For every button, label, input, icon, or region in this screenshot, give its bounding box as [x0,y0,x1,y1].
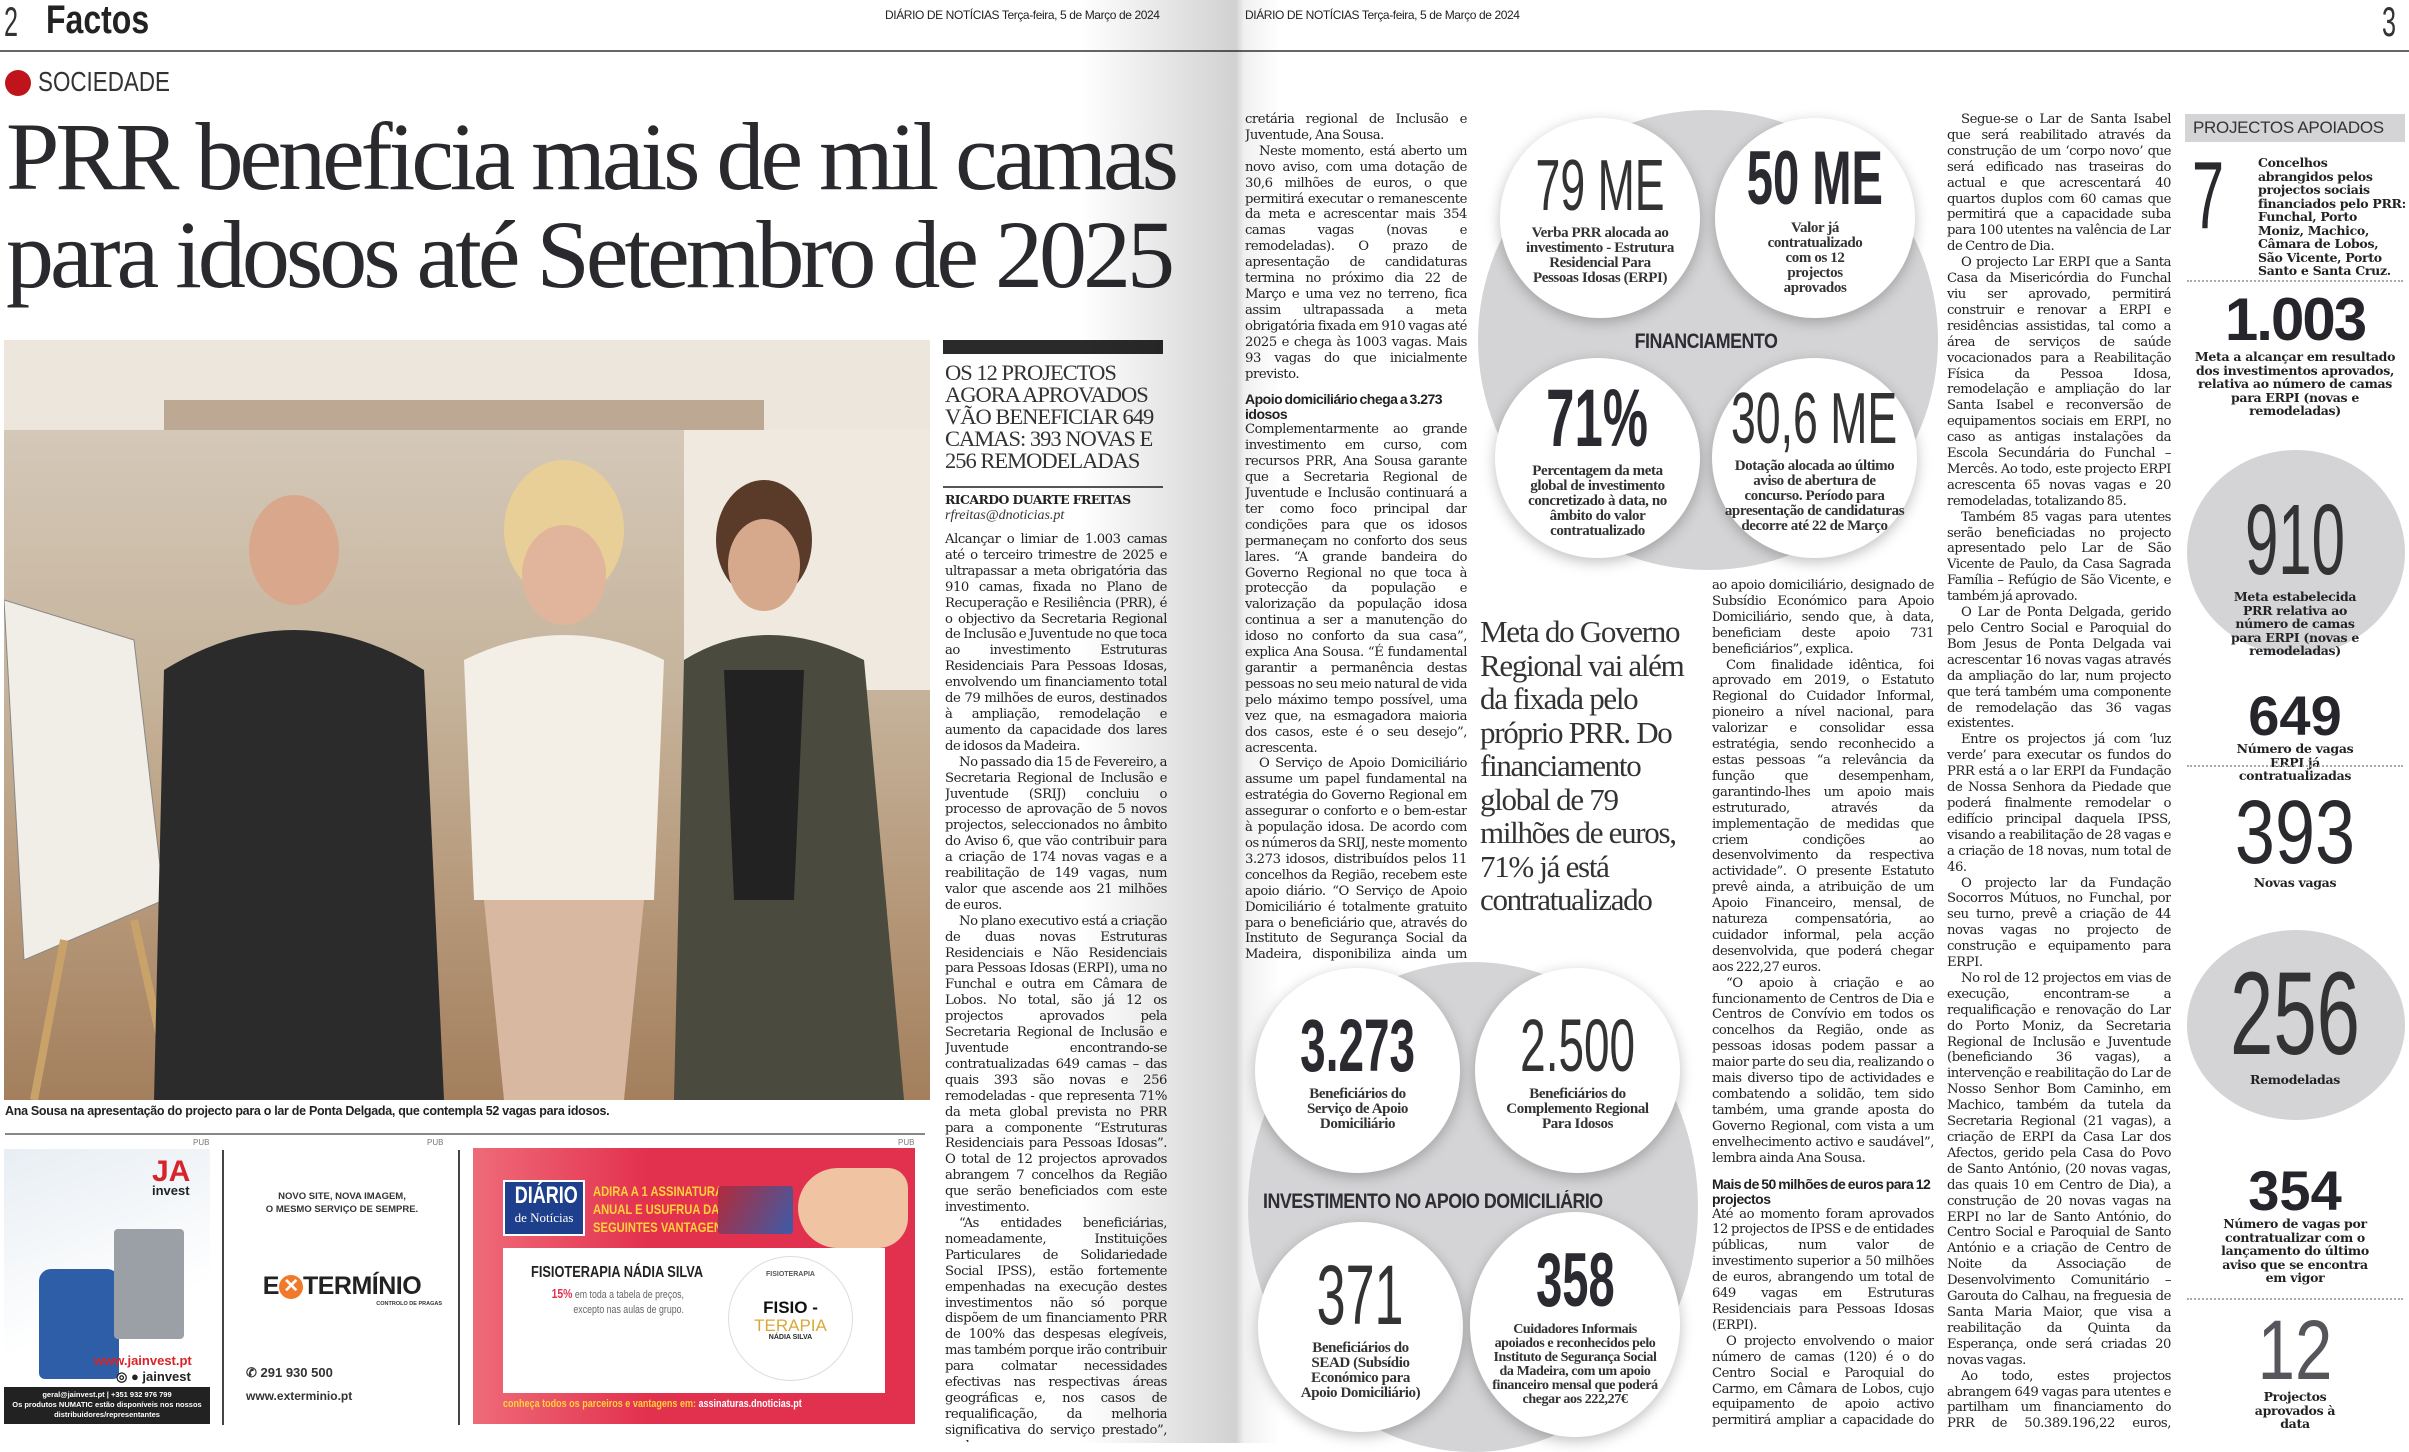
article-column-1: Alcançar o limiar de 1.003 camas até o t… [945,532,1167,1442]
subheadline: OS 12 PROJECTOS AGORA APROVADOS VÃO BENE… [945,360,1154,473]
photo-illustration [4,340,930,1100]
subscriber-card-image [718,1186,793,1234]
stat-30-6me: 30,6 ME Dotação alocada ao último aviso … [1712,358,1917,558]
rubric-dot-icon [5,70,31,96]
pub-label: PUB [193,1138,210,1147]
jainvest-note: Os produtos NUMATIC estão disponíveis no… [12,1400,202,1419]
byline-rule [943,486,1163,488]
dn-footer[interactable]: conheça todos os parceiros e vantagens e… [503,1398,802,1410]
exterminio-logo: E ✕ TERMÍNIO [262,1272,422,1300]
photo-caption: Ana Sousa na apresentação do projecto pa… [5,1104,610,1118]
dn-partner-panel: FISIOTERAPIA NÁDIA SILVA 15% em toda a t… [503,1248,885,1393]
jainvest-brand-sub: invest [152,1183,190,1198]
article-photo [4,340,930,1100]
exterminio-url[interactable]: www.exterminio.pt [246,1389,353,1403]
stat-256-backdrop [2187,930,2405,1120]
subhead-bar [943,340,1163,354]
headline: PRR beneficia mais de mil camas para ido… [6,103,1179,308]
headline-line-2: para idosos até Setembro de 2025 [6,201,1175,308]
exterminio-sub: CONTROLO DE PRAGAS [376,1301,442,1307]
exterminio-phone[interactable]: ✆ 291 930 500 [246,1365,333,1380]
subhead-apoio: Apoio domiciliário chega a 3.273 idosos [1245,391,1443,423]
pull-quote: Meta do Governo Regional vai além da fix… [1480,614,1685,917]
divider [2187,765,2403,767]
stat-910: 910 Meta estabelecida PRR relativa ao nú… [2230,484,2360,658]
dn-promo: ADIRA A 1 ASSINATURA ANUAL E USUFRUA DAS S… [593,1183,734,1235]
financiamento-title: FINANCIAMENTO [1634,330,1778,353]
stat-concelhos-label: Concelhos abrangidos pelos projectos soc… [2258,155,2406,278]
sidebar-title: PROJECTOS APOIADOS [2185,114,2405,142]
stat-354: 354 Número de vagas por contratualizar c… [2221,1159,2369,1285]
stat-1003: 1.003 Meta a alcançar em resultado dos i… [2194,286,2396,418]
subhead-50-milhoes: Mais de 50 milhões de euros para 12 proj… [1712,1175,1931,1207]
masthead-date-left: DIÁRIO DE NOTÍCIAS Terça-feira, 5 de Mar… [885,8,1160,22]
jainvest-logo: JA invest [152,1157,190,1198]
apoio-title: INVESTIMENTO NO APOIO DOMICILIÁRIO [1263,1190,1603,1213]
article-column-4: Segue-se o Lar de Santa Isabel que será … [1947,112,2171,1432]
page-number-right: 3 [2382,0,2397,45]
exterminio-tagline: NOVO SITE, NOVA IMAGEM, O MESMO SERVIÇO D… [265,1191,419,1215]
jainvest-social[interactable]: ◎ ● jainvest [116,1369,191,1384]
stat-2500: 2.500 Beneficiários do Complemento Regio… [1475,968,1680,1173]
stat-concelhos-value: 7 [2192,142,2225,249]
stat-50me: 50 ME Valor já contratualizado com os 12… [1715,118,1915,318]
jainvest-contact: geral@jainvest.pt | +351 932 976 799 [42,1390,172,1399]
masthead-date-right: DIÁRIO DE NOTÍCIAS Terça-feira, 5 de Mar… [1245,8,1520,22]
cleaning-cart-image [114,1229,184,1339]
ad-dn-subscription[interactable]: DIÁRIO de Notícias ADIRA A 1 ASSINATURA AN… [473,1148,915,1424]
stat-256: 256 Remodeladas [2230,948,2360,1087]
article-column-3: ao apoio domiciliário, designado de Subs… [1712,578,1934,1428]
pub-label: PUB [898,1138,915,1147]
partner-discount: 15% em toda a tabela de preços, excepto n… [551,1286,684,1316]
byline: RICARDO DUARTE FREITAS [945,492,1131,507]
stat-910-backdrop [2187,450,2405,655]
stat-12: 12 Projectos aprovados à data [2254,1303,2336,1431]
header-rule [0,50,2409,52]
stat-79me: 79 ME Verba PRR alocada ao investimento … [1500,118,1700,318]
stat-71pct: 71% Percentagem da meta global de invest… [1495,358,1700,558]
ad-jainvest[interactable]: JA invest www.jainvest.pt ◎ ● jainvest ge… [4,1149,210,1424]
dn-logo: DIÁRIO de Notícias [503,1180,585,1236]
stat-371: 371 Beneficiários do SEAD (Subsídio Econ… [1258,1222,1463,1432]
ad-divider [458,1150,460,1425]
divider [2187,1298,2403,1300]
divider [2187,280,2403,282]
jainvest-social-handle: jainvest [142,1369,191,1384]
page-number-left: 2 [4,0,19,45]
jainvest-brand: JA [152,1155,191,1188]
ad-divider [222,1150,224,1425]
ad-exterminio[interactable]: NOVO SITE, NOVA IMAGEM, O MESMO SERVIÇO D… [238,1150,446,1425]
stat-649: 649 Número de vagas ERPI já contratualiz… [2236,684,2354,783]
byline-email[interactable]: rfreitas@dnoticias.pt [945,508,1065,523]
partner-name: FISIOTERAPIA NÁDIA SILVA [531,1264,704,1281]
stat-358: 358 Cuidadores Informais apoiados e reco… [1470,1212,1680,1437]
partner-badge: FISIOTERAPIA FISIO - TERAPIA NÁDIA SILVA [728,1256,853,1381]
jainvest-url[interactable]: www.jainvest.pt [94,1353,192,1368]
phone-icon: ✆ [246,1365,261,1380]
x-mark-icon: ✕ [278,1275,303,1299]
article-column-2: cretária regional de Inclusão e Juventud… [1245,112,1467,962]
hand-image [798,1168,908,1248]
jainvest-footer: geral@jainvest.pt | +351 932 976 799 Os p… [4,1387,210,1424]
rubric-label: SOCIEDADE [38,66,170,97]
stat-3273: 3.273 Beneficiários do Serviço de Apoio … [1255,968,1460,1173]
ads-rule [5,1133,925,1135]
pub-label: PUB [427,1138,444,1147]
stat-393: 393 Novas vagas [2234,783,2356,890]
section-title: Factos [46,0,150,42]
floor-scrubber-image [39,1269,119,1379]
headline-line-1: PRR beneficia mais de mil camas [6,103,1179,210]
